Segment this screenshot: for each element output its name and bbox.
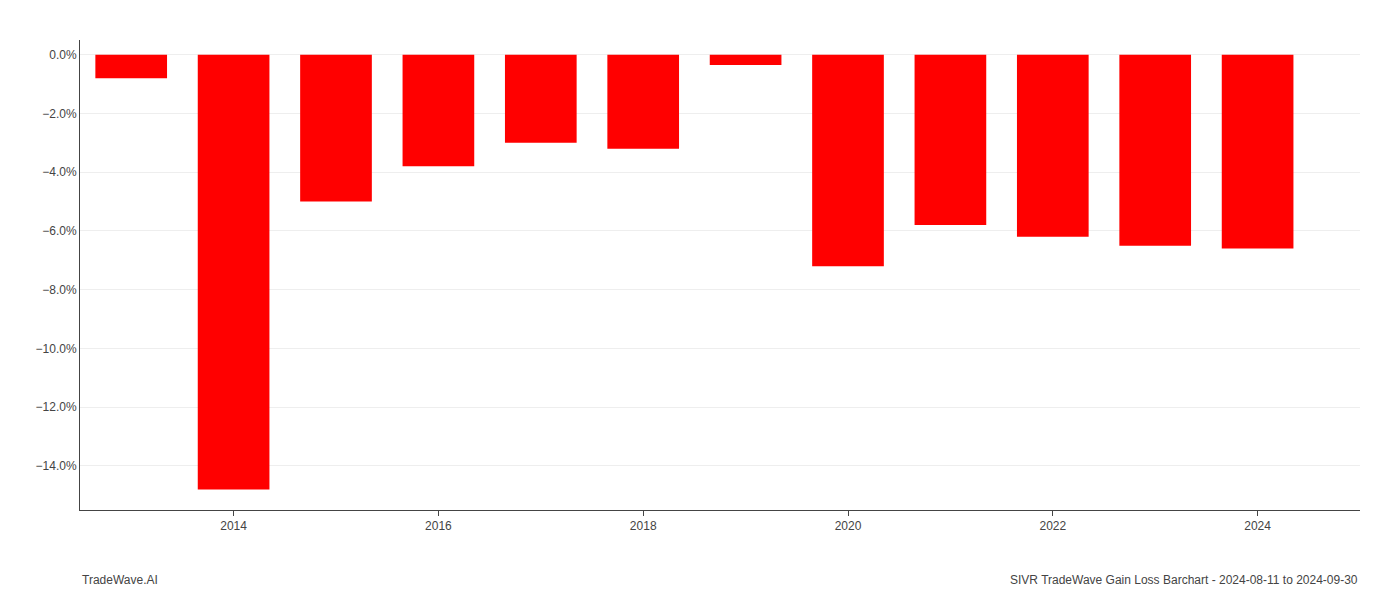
- svg-text:2022: 2022: [1039, 519, 1066, 533]
- svg-text:−4.0%: −4.0%: [42, 165, 77, 179]
- svg-text:2016: 2016: [425, 519, 452, 533]
- svg-text:0.0%: 0.0%: [49, 48, 77, 62]
- svg-text:TradeWave.AI: TradeWave.AI: [82, 573, 158, 587]
- svg-text:−14.0%: −14.0%: [36, 459, 77, 473]
- svg-text:−2.0%: −2.0%: [42, 107, 77, 121]
- svg-text:2018: 2018: [630, 519, 657, 533]
- svg-text:−10.0%: −10.0%: [36, 342, 77, 356]
- svg-text:2014: 2014: [220, 519, 247, 533]
- svg-text:SIVR TradeWave Gain Loss Barch: SIVR TradeWave Gain Loss Barchart - 2024…: [1010, 573, 1358, 587]
- svg-text:−6.0%: −6.0%: [42, 224, 77, 238]
- svg-text:−12.0%: −12.0%: [36, 400, 77, 414]
- svg-text:−8.0%: −8.0%: [42, 283, 77, 297]
- svg-text:2020: 2020: [835, 519, 862, 533]
- svg-text:2024: 2024: [1244, 519, 1271, 533]
